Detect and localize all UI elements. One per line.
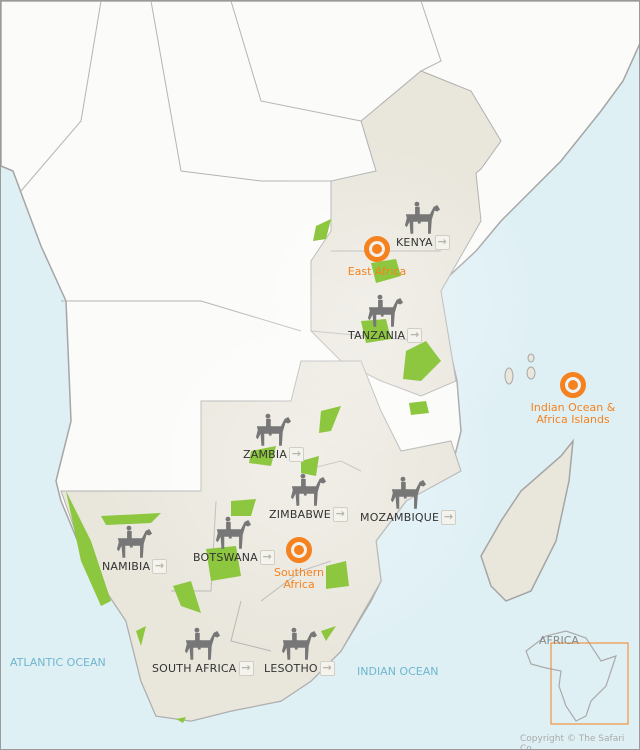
arrow-right-icon[interactable]: →: [441, 510, 457, 525]
horse-rider-icon: [184, 627, 221, 661]
country-namibia[interactable]: NAMIBIA →: [102, 525, 168, 574]
arrow-right-icon[interactable]: →: [289, 447, 305, 462]
horse-rider-icon: [367, 294, 404, 328]
africa-inset-map: [525, 630, 629, 725]
arrow-right-icon[interactable]: →: [238, 661, 254, 676]
country-lesotho[interactable]: LESOTHO →: [264, 627, 335, 676]
country-tanzania[interactable]: TANZANIA →: [348, 294, 423, 343]
atlantic-ocean-label: ATLANTIC OCEAN: [10, 656, 106, 669]
horse-rider-icon: [404, 201, 441, 235]
country-label: LESOTHO: [264, 662, 318, 675]
target-marker-icon[interactable]: [286, 537, 312, 563]
country-label: BOTSWANA: [193, 551, 258, 564]
arrow-right-icon[interactable]: →: [319, 661, 335, 676]
arrow-right-icon[interactable]: →: [407, 328, 423, 343]
country-botswana[interactable]: BOTSWANA →: [193, 516, 275, 565]
horse-rider-icon: [281, 627, 318, 661]
country-label: NAMIBIA: [102, 560, 151, 573]
region-indian-ocean-islands[interactable]: Indian Ocean & Africa Islands: [523, 372, 623, 426]
arrow-right-icon[interactable]: →: [434, 235, 450, 250]
horse-rider-icon: [215, 516, 252, 550]
region-label: Africa: [283, 578, 315, 591]
horse-rider-icon: [255, 413, 292, 447]
indian-ocean-label: INDIAN OCEAN: [357, 665, 439, 678]
country-mozambique[interactable]: MOZAMBIQUE →: [360, 476, 457, 525]
arrow-right-icon[interactable]: →: [332, 507, 348, 522]
country-label: SOUTH AFRICA: [152, 662, 237, 675]
region-label: Africa Islands: [536, 413, 610, 426]
country-label: KENYA: [396, 236, 433, 249]
arrow-right-icon[interactable]: →: [152, 559, 168, 574]
madagascar: [480, 438, 574, 602]
country-zimbabwe[interactable]: ZIMBABWE →: [269, 473, 348, 522]
country-label: TANZANIA: [348, 329, 406, 342]
region-label: East Africa: [347, 265, 407, 278]
region-east-africa[interactable]: East Africa: [341, 236, 413, 278]
region-label: Indian Ocean &: [530, 401, 616, 414]
country-zambia[interactable]: ZAMBIA →: [243, 413, 305, 462]
copyright: Copyright © The Safari Co.: [520, 734, 625, 750]
inset-africa-label: AFRICA: [539, 634, 579, 647]
horse-rider-icon: [290, 473, 327, 507]
target-marker-icon[interactable]: [364, 236, 390, 262]
arrow-right-icon[interactable]: →: [259, 550, 275, 565]
country-label: ZAMBIA: [243, 448, 288, 461]
national-parks: [66, 219, 441, 723]
horse-rider-icon: [390, 476, 427, 510]
inset-highlight-box: [550, 642, 629, 725]
region-label: Southern: [273, 566, 325, 579]
region-southern-africa[interactable]: Southern Africa: [263, 537, 335, 591]
country-kenya[interactable]: KENYA →: [396, 201, 450, 250]
country-label: MOZAMBIQUE: [360, 511, 440, 524]
horse-rider-icon: [116, 525, 153, 559]
target-marker-icon[interactable]: [560, 372, 586, 398]
country-south-africa[interactable]: SOUTH AFRICA →: [152, 627, 254, 676]
country-label: ZIMBABWE: [269, 508, 331, 521]
